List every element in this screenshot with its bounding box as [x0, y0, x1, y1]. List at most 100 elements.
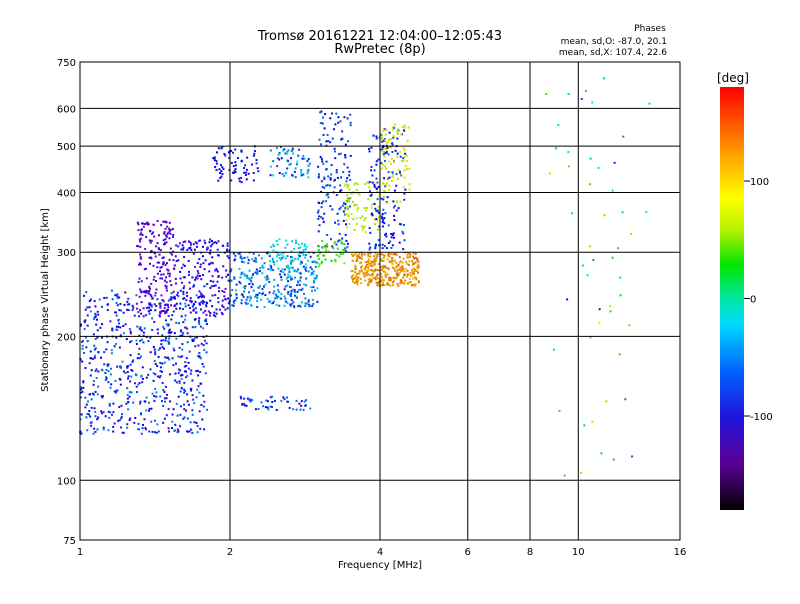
echo-point: [408, 183, 411, 186]
echo-point: [79, 324, 82, 327]
echo-point: [213, 159, 216, 162]
echo-point: [131, 304, 134, 307]
echo-point: [282, 271, 285, 274]
echo-point: [139, 256, 142, 259]
echo-point: [142, 341, 145, 344]
echo-point: [216, 270, 219, 273]
echo-point: [250, 304, 253, 307]
echo-point: [322, 200, 325, 203]
echo-point: [392, 206, 395, 209]
echo-point: [319, 121, 322, 124]
echo-point: [278, 256, 281, 259]
echo-point: [148, 312, 151, 315]
echo-point: [391, 244, 394, 247]
echo-point: [589, 336, 592, 339]
echo-point: [388, 160, 391, 163]
echo-point: [82, 294, 85, 297]
echo-point: [222, 265, 225, 268]
echo-point: [140, 280, 143, 283]
echo-point: [135, 374, 138, 377]
echo-point: [235, 296, 238, 299]
echo-point: [221, 166, 224, 169]
echo-point: [188, 307, 191, 310]
echo-point: [286, 150, 289, 153]
echo-point: [89, 374, 92, 377]
echo-point: [286, 255, 289, 258]
echo-point: [215, 162, 218, 165]
echo-point: [333, 242, 336, 245]
echo-point: [149, 309, 152, 312]
echo-point: [156, 328, 159, 331]
echo-point: [191, 340, 194, 343]
echo-point: [195, 421, 198, 424]
echo-point: [163, 390, 166, 393]
echo-point: [230, 268, 233, 271]
echo-point: [153, 275, 156, 278]
echo-point: [290, 276, 293, 279]
echo-point: [335, 171, 338, 174]
echo-point: [186, 341, 189, 344]
echo-point: [81, 344, 84, 347]
echo-point: [155, 431, 158, 434]
echo-point: [105, 377, 108, 380]
echo-point: [289, 285, 292, 288]
echo-point: [197, 239, 200, 242]
echo-point: [179, 302, 182, 305]
echo-point: [240, 257, 243, 260]
echo-point: [314, 265, 317, 268]
echo-point: [391, 143, 394, 146]
echo-point: [387, 224, 390, 227]
x-tick-label: 8: [527, 547, 533, 558]
echo-point: [247, 277, 250, 280]
echo-point: [320, 180, 323, 183]
echo-point: [294, 239, 297, 242]
echo-point: [189, 241, 192, 244]
echo-point: [258, 291, 261, 294]
echo-point: [286, 167, 289, 170]
echo-point: [376, 219, 379, 222]
echo-point: [164, 234, 167, 237]
echo-point: [283, 288, 286, 291]
echo-point: [79, 391, 82, 394]
echo-point: [196, 274, 199, 277]
echo-point: [308, 162, 311, 165]
echo-point: [269, 174, 272, 177]
echo-point: [358, 194, 361, 197]
echo-point: [387, 268, 390, 271]
echo-point: [96, 329, 99, 332]
x-tick-label: 2: [227, 547, 233, 558]
echo-point: [612, 458, 615, 461]
echo-point: [151, 430, 154, 433]
echo-point: [195, 311, 198, 314]
echo-point: [571, 212, 574, 215]
echo-point: [408, 167, 411, 170]
echo-point: [383, 152, 386, 155]
echo-point: [285, 171, 288, 174]
echo-point: [391, 142, 394, 145]
echo-point: [165, 287, 168, 290]
echo-point: [367, 260, 370, 263]
echo-point: [179, 289, 182, 292]
echo-point: [84, 367, 87, 370]
echo-point: [138, 295, 141, 298]
echo-point: [164, 238, 167, 241]
echo-point: [203, 319, 206, 322]
echo-point: [246, 302, 249, 305]
echo-point: [314, 260, 317, 263]
echo-point: [272, 245, 275, 248]
echo-point: [217, 275, 220, 278]
echo-point: [148, 239, 151, 242]
echo-point: [367, 252, 370, 255]
echo-point: [401, 126, 404, 129]
echo-point: [137, 353, 140, 356]
echo-point: [404, 126, 407, 129]
echo-point: [82, 386, 85, 389]
echo-point: [156, 298, 159, 301]
echo-point: [345, 199, 348, 202]
echo-point: [294, 276, 297, 279]
echo-point: [370, 206, 373, 209]
echo-point: [107, 410, 110, 413]
echo-point: [184, 361, 187, 364]
echo-point: [327, 250, 330, 253]
